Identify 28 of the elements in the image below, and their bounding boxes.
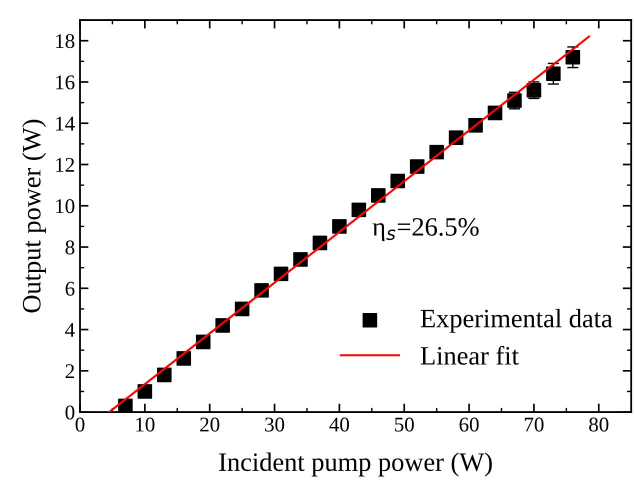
legend-label: Experimental data xyxy=(420,308,612,333)
annotation: η$_{s}$=26.5% xyxy=(372,218,479,242)
y-tick-label: 6 xyxy=(66,282,75,296)
x-tick-label: 50 xyxy=(395,418,414,432)
point xyxy=(546,66,561,82)
y-tick-label: 2 xyxy=(66,364,74,378)
x-tick-label: 80 xyxy=(589,418,608,432)
x-tick-label: 20 xyxy=(200,418,220,432)
point xyxy=(138,384,152,399)
y-axis-title: Output power (W) xyxy=(22,120,46,312)
y-tick-label: 18 xyxy=(56,34,74,48)
y-tick-label: 8 xyxy=(66,240,74,254)
x-tick-label: 10 xyxy=(136,418,154,432)
y-tick-label: 4 xyxy=(65,323,75,337)
x-tick-label: 70 xyxy=(524,418,544,432)
point xyxy=(352,202,366,218)
y-tick-label: 12 xyxy=(56,158,74,172)
y-tick-label: 0 xyxy=(66,405,74,420)
x-tick-label: 40 xyxy=(329,418,350,432)
x-tick-label: 60 xyxy=(460,418,479,432)
y-tick-label: 10 xyxy=(56,199,74,214)
x-axis-title: Incident pump power (W) xyxy=(219,452,492,476)
legend-label: Linear fit xyxy=(420,346,519,365)
y-tick-label: 16 xyxy=(56,75,75,90)
y-tick-label: 14 xyxy=(56,116,75,130)
x-tick-label: 30 xyxy=(265,418,284,432)
x-tick-label: 0 xyxy=(76,418,84,432)
point xyxy=(566,50,580,65)
